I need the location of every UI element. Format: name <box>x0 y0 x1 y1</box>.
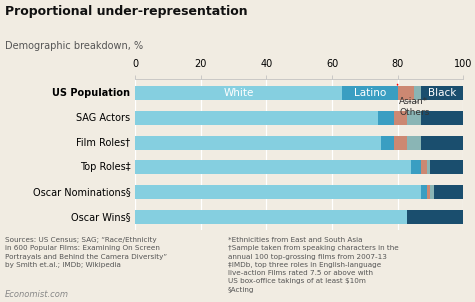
Bar <box>378 111 394 125</box>
Bar <box>342 86 398 101</box>
Text: Oscar Wins§: Oscar Wins§ <box>71 212 131 222</box>
Bar <box>427 160 430 175</box>
Bar <box>135 160 411 175</box>
Bar <box>420 136 463 150</box>
Text: Top Roles‡: Top Roles‡ <box>80 162 131 172</box>
Text: Oscar Nominations§: Oscar Nominations§ <box>33 187 131 197</box>
Bar <box>135 86 342 101</box>
Bar <box>420 160 427 175</box>
Text: Latino: Latino <box>353 88 386 98</box>
Bar <box>414 86 420 101</box>
Text: Economist.com: Economist.com <box>5 290 69 299</box>
Bar <box>430 185 434 199</box>
Bar <box>420 86 463 101</box>
Bar <box>381 136 394 150</box>
Text: White: White <box>223 88 254 98</box>
Text: Sources: US Census; SAG; “Race/Ethnicity
in 600 Popular Films: Examining On Scre: Sources: US Census; SAG; “Race/Ethnicity… <box>5 237 167 268</box>
Bar <box>430 160 463 175</box>
Text: SAG Actors: SAG Actors <box>76 113 131 123</box>
Text: *Ethnicities from East and South Asia
†Sample taken from speaking characters in : *Ethnicities from East and South Asia †S… <box>228 237 399 293</box>
Bar <box>135 185 420 199</box>
Text: Others: Others <box>399 101 429 117</box>
Bar <box>427 185 430 199</box>
Text: Film Roles†: Film Roles† <box>76 138 131 148</box>
Bar <box>135 136 381 150</box>
Bar <box>420 111 463 125</box>
Text: Black: Black <box>428 88 456 98</box>
Bar <box>408 136 420 150</box>
Bar <box>420 185 427 199</box>
Bar <box>135 210 408 224</box>
Bar <box>411 160 420 175</box>
Bar <box>408 111 420 125</box>
Bar <box>398 86 414 101</box>
Bar <box>394 136 408 150</box>
Text: Proportional under-representation: Proportional under-representation <box>5 5 247 18</box>
Bar <box>434 185 463 199</box>
Bar <box>408 210 463 224</box>
Text: Demographic breakdown, %: Demographic breakdown, % <box>5 41 143 51</box>
Text: Asian*: Asian* <box>399 98 428 107</box>
Text: US Population: US Population <box>52 88 131 98</box>
Bar <box>394 111 408 125</box>
Bar <box>135 111 378 125</box>
